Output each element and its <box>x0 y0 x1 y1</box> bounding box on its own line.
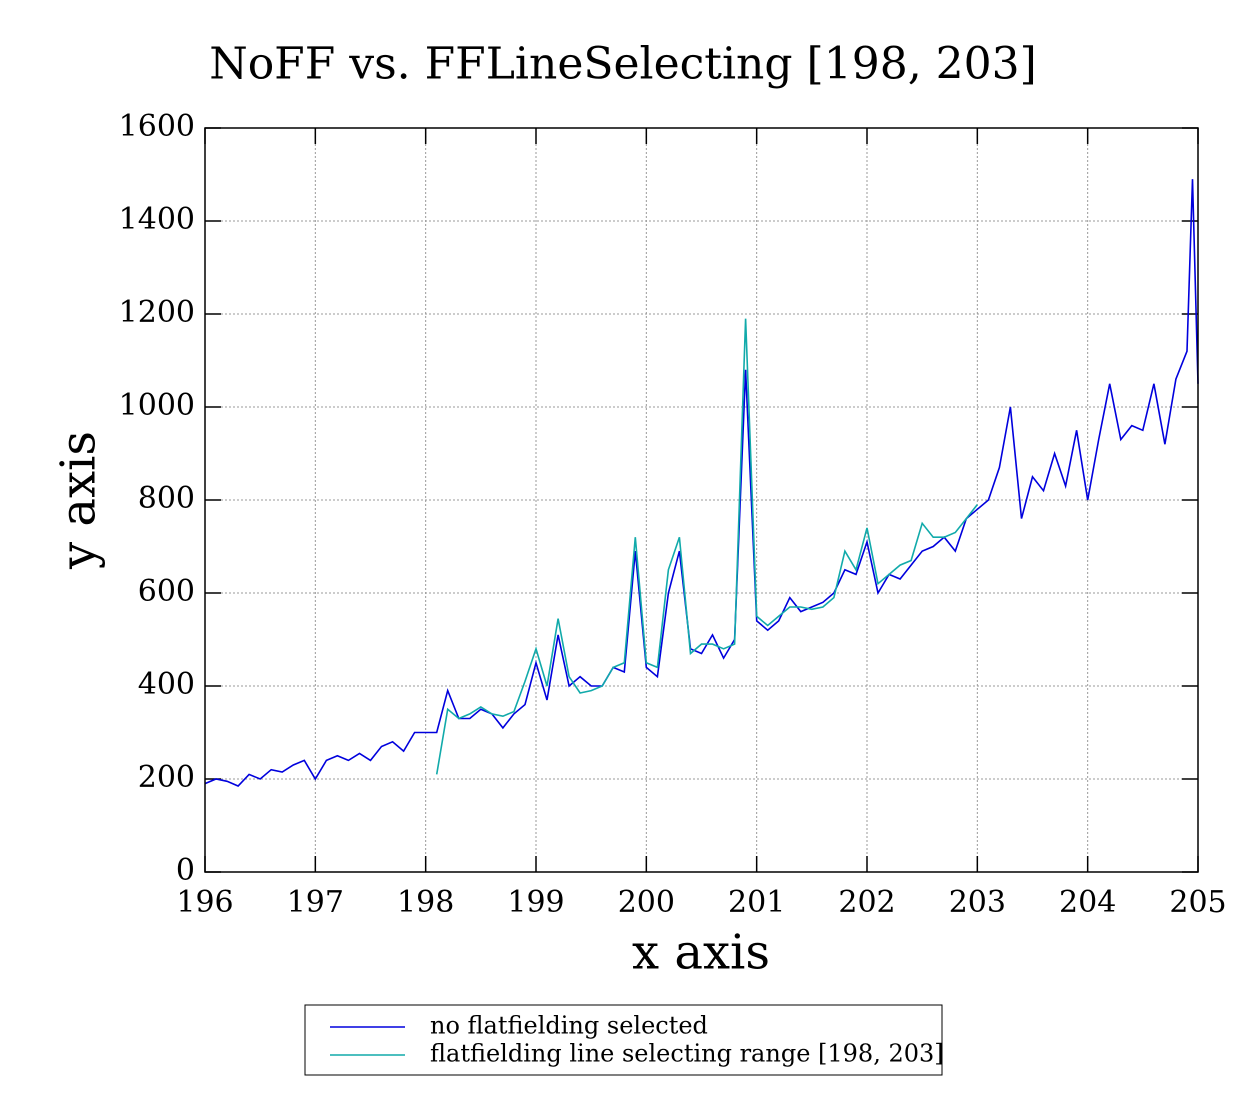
x-tick-label: 205 <box>1169 885 1226 920</box>
x-tick-label: 202 <box>838 885 895 920</box>
x-tick-label: 199 <box>507 885 564 920</box>
x-tick-label: 201 <box>728 885 785 920</box>
plot-frame <box>204 127 1199 873</box>
x-tick-label: 204 <box>1059 885 1116 920</box>
y-tick-label: 1600 <box>119 109 195 144</box>
x-tick-label: 198 <box>397 885 454 920</box>
y-axis-label: y axis <box>51 431 107 570</box>
y-tick-label: 1400 <box>119 202 195 237</box>
x-tick-label: 197 <box>287 885 344 920</box>
x-tick-label: 203 <box>949 885 1006 920</box>
x-tick-label: 200 <box>618 885 675 920</box>
x-tick-label: 196 <box>176 885 233 920</box>
line-series <box>435 318 978 775</box>
y-tick-label: 200 <box>138 760 195 795</box>
y-tick-label: 600 <box>138 574 195 609</box>
chart-title: NoFF vs. FFLineSelecting [198, 203] <box>209 39 1037 90</box>
y-tick-label: 400 <box>138 667 195 702</box>
legend-box <box>304 1004 943 1076</box>
legend-label: no flatfielding selected <box>430 1012 708 1040</box>
x-axis-label: x axis <box>632 925 770 981</box>
y-tick-label: 1200 <box>119 295 195 330</box>
legend-label: flatfielding line selecting range [198, … <box>430 1040 944 1068</box>
line-series <box>204 179 1199 787</box>
y-tick-label: 800 <box>138 481 195 516</box>
y-tick-label: 1000 <box>119 388 195 423</box>
y-tick-label: 0 <box>176 853 195 888</box>
